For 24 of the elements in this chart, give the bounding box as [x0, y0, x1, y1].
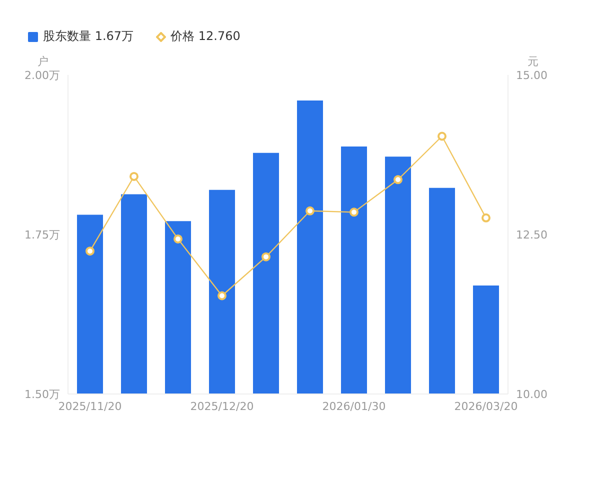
y-tick-label: 1.50万 — [24, 388, 60, 401]
point — [86, 246, 94, 256]
point — [218, 291, 226, 300]
x-tick-label: 2025/12/20 — [190, 400, 254, 413]
point — [482, 213, 490, 222]
point — [174, 234, 182, 244]
point — [306, 206, 314, 216]
point — [394, 175, 402, 184]
y2-tick-label: 15.00 — [516, 68, 548, 82]
point — [350, 208, 358, 217]
y2-axis-title: 元 — [528, 55, 538, 68]
y-axis-title: 户 — [38, 55, 48, 68]
legend-label: 股东数量 1.67万 — [43, 28, 134, 45]
y2-tick-label: 10.00 — [516, 388, 548, 401]
y-tick-label: 1.75万 — [24, 228, 60, 242]
point — [438, 132, 446, 141]
point — [262, 252, 270, 262]
x-tick-label: 2026/01/30 — [322, 400, 386, 413]
y2-tick-label: 12.50 — [516, 228, 548, 242]
y-tick-label: 2.00万 — [24, 68, 60, 82]
point — [130, 172, 138, 181]
x-tick-label: 2025/11/20 — [58, 400, 122, 413]
legend-label: 价格 12.760 — [170, 28, 240, 45]
x-tick-label: 2026/03/20 — [454, 400, 518, 413]
